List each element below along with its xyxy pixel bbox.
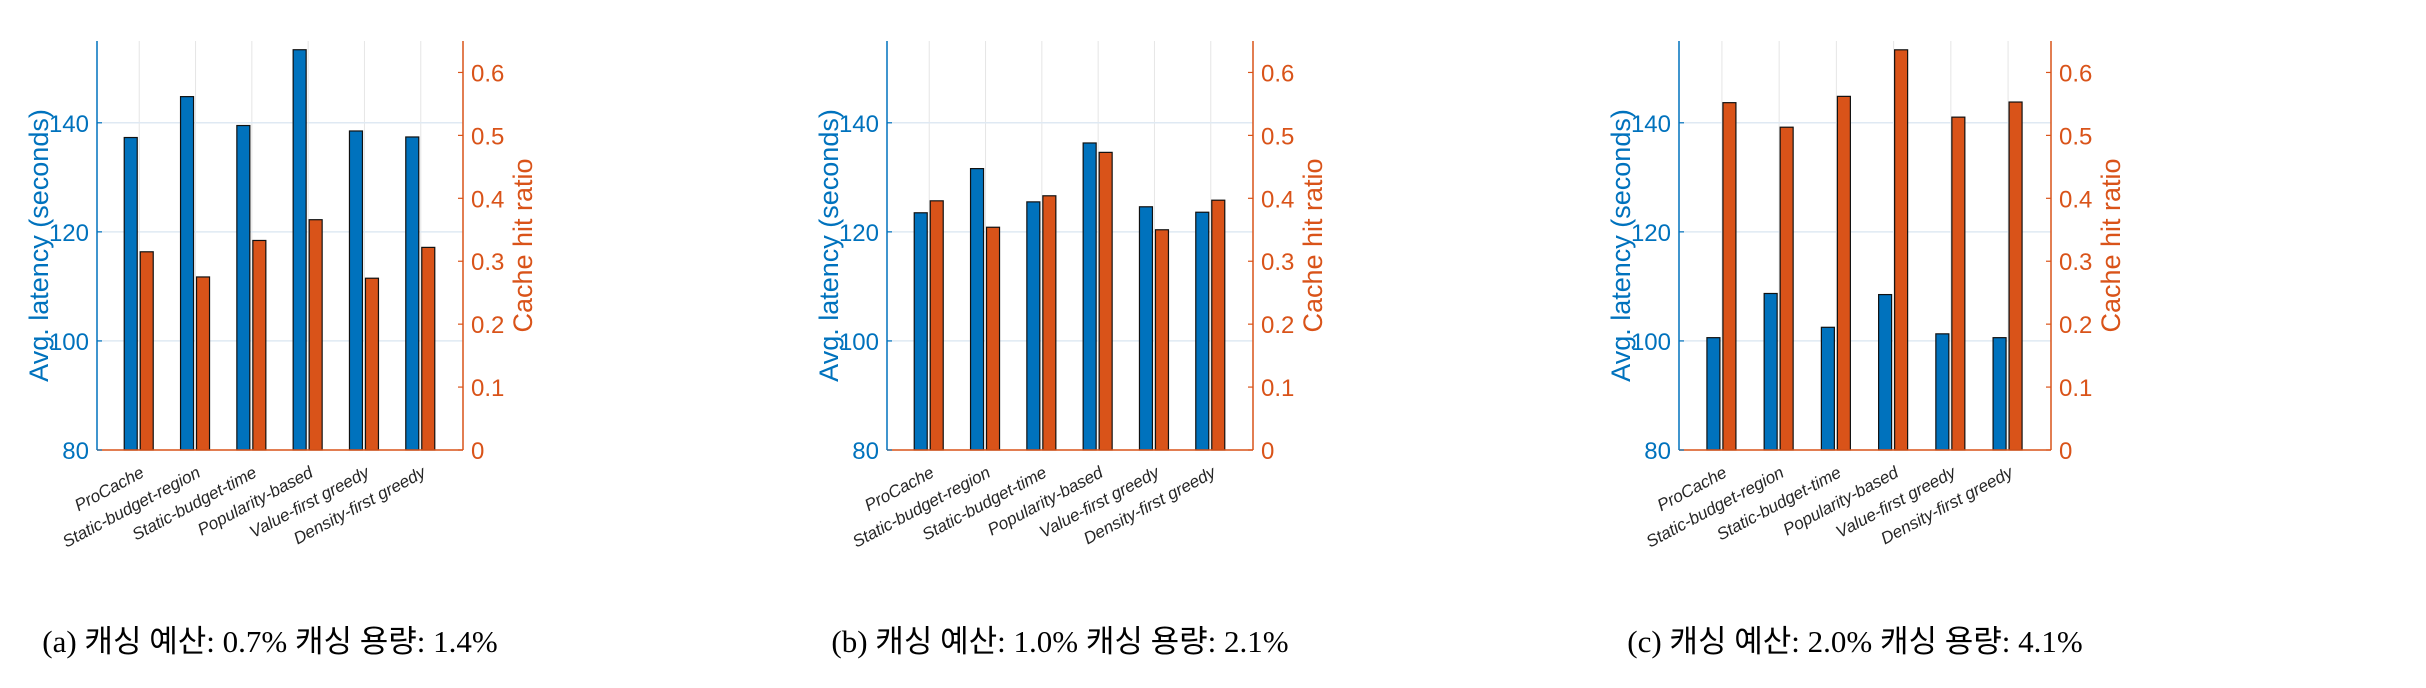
right-tick-label: 0.6 (1261, 60, 1294, 87)
panel-caption: (a) 캐싱 예산: 0.7% 캐싱 용량: 1.4% (42, 624, 497, 659)
latency-bar-5 (405, 136, 420, 451)
latency-bar-2 (1026, 201, 1041, 451)
left-tick-label: 100 (1631, 329, 1671, 356)
latency-bar-1 (179, 96, 195, 451)
right-tick-label: 0.5 (2059, 123, 2092, 150)
right-tick-label: 0.1 (1261, 375, 1294, 402)
right-tick-label: 0.3 (471, 249, 504, 276)
right-tick-label: 0.3 (2059, 249, 2092, 276)
left-tick-label: 80 (62, 438, 89, 465)
hit-ratio-bar-0 (929, 200, 944, 451)
hit-ratio-bar-1 (1779, 126, 1794, 451)
latency-bar-5 (1992, 337, 2007, 451)
hit-ratio-bar-0 (1722, 102, 1737, 451)
right-tick-label: 0.2 (1261, 312, 1294, 339)
latency-bar-0 (123, 136, 138, 451)
latency-bar-4 (1138, 206, 1154, 451)
right-tick-label: 0 (471, 438, 484, 465)
hit-ratio-bar-3 (308, 219, 323, 451)
left-axis-label: Avg. latency (seconds) (814, 109, 844, 382)
latency-bar-2 (1820, 326, 1835, 451)
right-tick-label: 0 (2059, 438, 2072, 465)
latency-bar-5 (1195, 211, 1210, 451)
hit-ratio-bar-4 (364, 277, 380, 451)
hit-ratio-bar-2 (1042, 195, 1057, 451)
left-tick-label: 140 (1631, 111, 1671, 138)
latency-bar-2 (236, 124, 251, 451)
right-tick-label: 0.4 (471, 186, 504, 213)
latency-bar-3 (292, 49, 307, 451)
right-axis-label: Cache hit ratio (1298, 158, 1328, 332)
left-tick-label: 140 (49, 111, 89, 138)
left-tick-label: 100 (839, 329, 879, 356)
right-tick-label: 0.5 (471, 123, 504, 150)
right-tick-label: 0.1 (2059, 375, 2092, 402)
left-tick-label: 120 (49, 220, 89, 247)
hit-ratio-bar-4 (1154, 229, 1170, 451)
hit-ratio-bar-3 (1098, 151, 1113, 451)
hit-ratio-bar-5 (421, 246, 436, 451)
latency-bar-0 (1706, 337, 1721, 451)
hit-ratio-bar-5 (2008, 101, 2023, 451)
hit-ratio-bar-3 (1894, 49, 1909, 451)
right-tick-label: 0.2 (2059, 312, 2092, 339)
left-tick-label: 140 (839, 111, 879, 138)
hit-ratio-bar-4 (1951, 116, 1966, 451)
latency-bar-4 (348, 130, 364, 451)
left-tick-label: 80 (852, 438, 879, 465)
panel-caption: (c) 캐싱 예산: 2.0% 캐싱 용량: 4.1% (1627, 624, 2082, 659)
hit-ratio-bar-2 (252, 239, 267, 451)
right-tick-label: 0.5 (1261, 123, 1294, 150)
left-axis-label: Avg. latency (seconds) (24, 109, 54, 382)
right-axis-label: Cache hit ratio (2096, 158, 2126, 332)
panel-caption: (b) 캐싱 예산: 1.0% 캐싱 용량: 2.1% (831, 624, 1288, 659)
left-tick-label: 80 (1644, 438, 1671, 465)
left-tick-label: 120 (1631, 220, 1671, 247)
left-tick-label: 120 (839, 220, 879, 247)
latency-bar-1 (969, 168, 985, 451)
chart-panel-b: 80 100 120 140 0 0.1 0.2 0.3 0.4 0.5 0.6 Avg. laten… (814, 41, 1328, 659)
latency-bar-1 (1763, 292, 1778, 451)
right-tick-label: 0.4 (1261, 186, 1294, 213)
right-tick-label: 0.4 (2059, 186, 2092, 213)
right-tick-label: 0.6 (2059, 60, 2092, 87)
right-tick-label: 0 (1261, 438, 1274, 465)
latency-bar-0 (913, 212, 928, 451)
hit-ratio-bar-1 (195, 276, 211, 451)
latency-bar-4 (1935, 333, 1950, 451)
hit-ratio-bar-2 (1836, 95, 1851, 451)
right-tick-label: 0.1 (471, 375, 504, 402)
right-tick-label: 0.3 (1261, 249, 1294, 276)
right-axis-label: Cache hit ratio (508, 158, 538, 332)
hit-ratio-bar-0 (139, 251, 154, 451)
right-tick-label: 0.6 (471, 60, 504, 87)
hit-ratio-bar-5 (1211, 199, 1226, 451)
latency-bar-3 (1878, 293, 1893, 451)
right-tick-label: 0.2 (471, 312, 504, 339)
hit-ratio-bar-1 (985, 226, 1001, 451)
left-tick-label: 100 (49, 329, 89, 356)
left-axis-label: Avg. latency (seconds) (1606, 109, 1636, 382)
chart-panel-c: 80 100 120 140 0 0.1 0.2 0.3 0.4 0.5 0.6 Avg. laten… (1606, 41, 2126, 659)
chart-panel-a: 80 100 120 140 0 0.1 0.2 0.3 0.4 0.5 0.6 Avg. laten… (24, 41, 538, 659)
latency-bar-3 (1082, 142, 1097, 451)
